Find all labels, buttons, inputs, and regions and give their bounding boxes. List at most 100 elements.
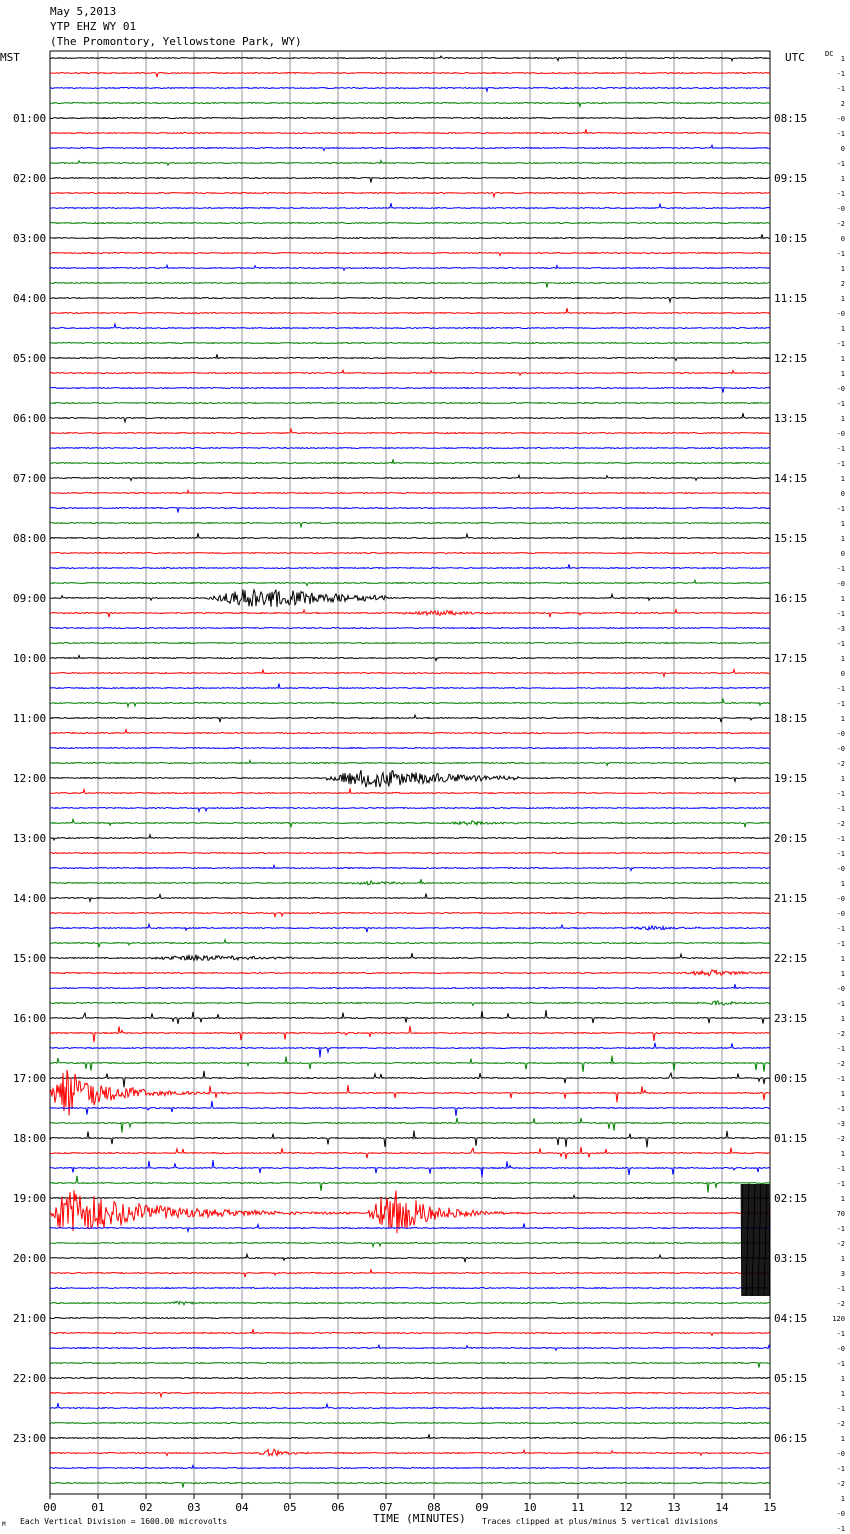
dc-offset-label: -1 [837,340,845,348]
trace-line [49,191,771,199]
dc-offset-label: -1 [837,805,845,813]
trace-line [49,176,771,183]
dc-offset-label: -1 [837,850,845,858]
trace-line [50,1193,771,1200]
trace-line [49,1117,771,1133]
dc-offset-label: -3 [837,625,845,633]
right-hour-label: 23:15 [774,1012,807,1025]
trace-line [49,1434,771,1440]
x-tick-label: 07 [379,1501,392,1514]
trace-line [49,129,771,135]
dc-offset-label: 1 [841,1150,845,1158]
trace-line [49,1402,771,1410]
dc-offset-label: 1 [841,1015,845,1023]
left-hour-label: 13:00 [13,832,46,845]
left-hour-label: 23:00 [13,1432,46,1445]
dc-offset-label: -1 [837,1000,845,1008]
x-tick-label: 06 [331,1501,344,1514]
dc-offset-label: -3 [837,1120,845,1128]
trace-line [49,86,771,94]
dc-offset-label: -0 [837,730,845,738]
dc-offset-label: 0 [841,670,845,678]
trace-line [49,221,771,225]
trace-line [49,307,771,315]
dc-offset-label: -0 [837,1345,845,1353]
dc-offset-label: -0 [837,745,845,753]
header-location: (The Promontory, Yellowstone Park, WY) [50,35,302,48]
trace-line [49,564,771,570]
left-hour-label: 07:00 [13,472,46,485]
dc-offset-label: 1 [841,775,845,783]
dc-offset-label: -0 [837,580,845,588]
trace-line [49,1175,771,1193]
trace-line [50,521,771,529]
left-hour-label: 17:00 [13,1072,46,1085]
trace-line [49,341,771,345]
trace-line [49,263,771,272]
right-hour-label: 21:15 [774,892,807,905]
dc-offset-label: -0 [837,1450,845,1458]
trace-line [49,1069,771,1116]
dc-offset-label: -1 [837,160,845,168]
trace-line [49,71,771,78]
axis-labels: MST UTC DC01:0002:0003:0004:0005:0006:0007… [0,50,845,1533]
dc-offset-label: -1 [837,1165,845,1173]
trace-line [49,851,771,855]
trace-line [49,401,770,405]
trace-line [49,1222,771,1234]
left-hour-label: 21:00 [13,1312,46,1325]
dc-offset-label: -1 [837,700,845,708]
right-hour-label: 00:15 [774,1072,807,1085]
trace-line [49,1447,771,1458]
trace-line [49,473,771,482]
x-tick-label: 15 [763,1501,776,1514]
trace-line [49,1241,771,1249]
dc-offset-label: -2 [837,220,845,228]
dc-offset-label: -1 [837,1285,845,1293]
trace-line [49,1190,771,1234]
dc-offset-label: 2 [841,280,845,288]
left-hour-label: 12:00 [13,772,46,785]
right-hour-label: 09:15 [774,172,807,185]
dc-offset-label: -1 [837,70,845,78]
right-hour-label: 11:15 [774,292,807,305]
x-tick-label: 03 [187,1501,200,1514]
trace-line [49,578,771,587]
dc-offset-label: 1 [841,535,845,543]
trace-line [49,1391,771,1399]
header-station: YTP EHZ WY 01 [50,20,137,33]
right-hour-label: 16:15 [774,592,807,605]
right-hour-label: 19:15 [774,772,807,785]
trace-line [49,1376,771,1380]
trace-line [49,968,771,977]
right-zone-label: UTC [785,51,805,64]
dc-offset-label: 1 [841,1090,845,1098]
trace-line [49,296,770,304]
dc-offset-label: -1 [837,85,845,93]
dc-offset-label: -2 [837,1030,845,1038]
left-hour-label: 02:00 [13,172,46,185]
dc-offset-label: 1 [841,1255,845,1263]
dc-offset-label: -0 [837,910,845,918]
dc-offset-label: -1 [837,1525,845,1533]
dc-offset-label: -2 [837,1300,845,1308]
dc-offset-label: -2 [837,1420,845,1428]
dc-offset-label: 1 [841,295,845,303]
dc-offset-label: -1 [837,445,845,453]
seismogram-traces [49,55,771,1488]
trace-line [49,1042,771,1058]
right-hour-label: 17:15 [774,652,807,665]
dc-offset-label: 1 [841,370,845,378]
trace-line [49,1300,771,1307]
trace-line [49,1286,771,1290]
trace-line [49,727,771,735]
left-hour-label: 09:00 [13,592,46,605]
trace-line [49,1130,771,1148]
left-hour-label: 19:00 [13,1192,46,1205]
left-hour-label: 15:00 [13,952,46,965]
dc-header-label: DC [825,50,833,58]
dc-offset-label: 120 [832,1315,845,1323]
trace-line [49,1100,771,1116]
plot-frame [49,50,771,1495]
dc-offset-label: -1 [837,130,845,138]
